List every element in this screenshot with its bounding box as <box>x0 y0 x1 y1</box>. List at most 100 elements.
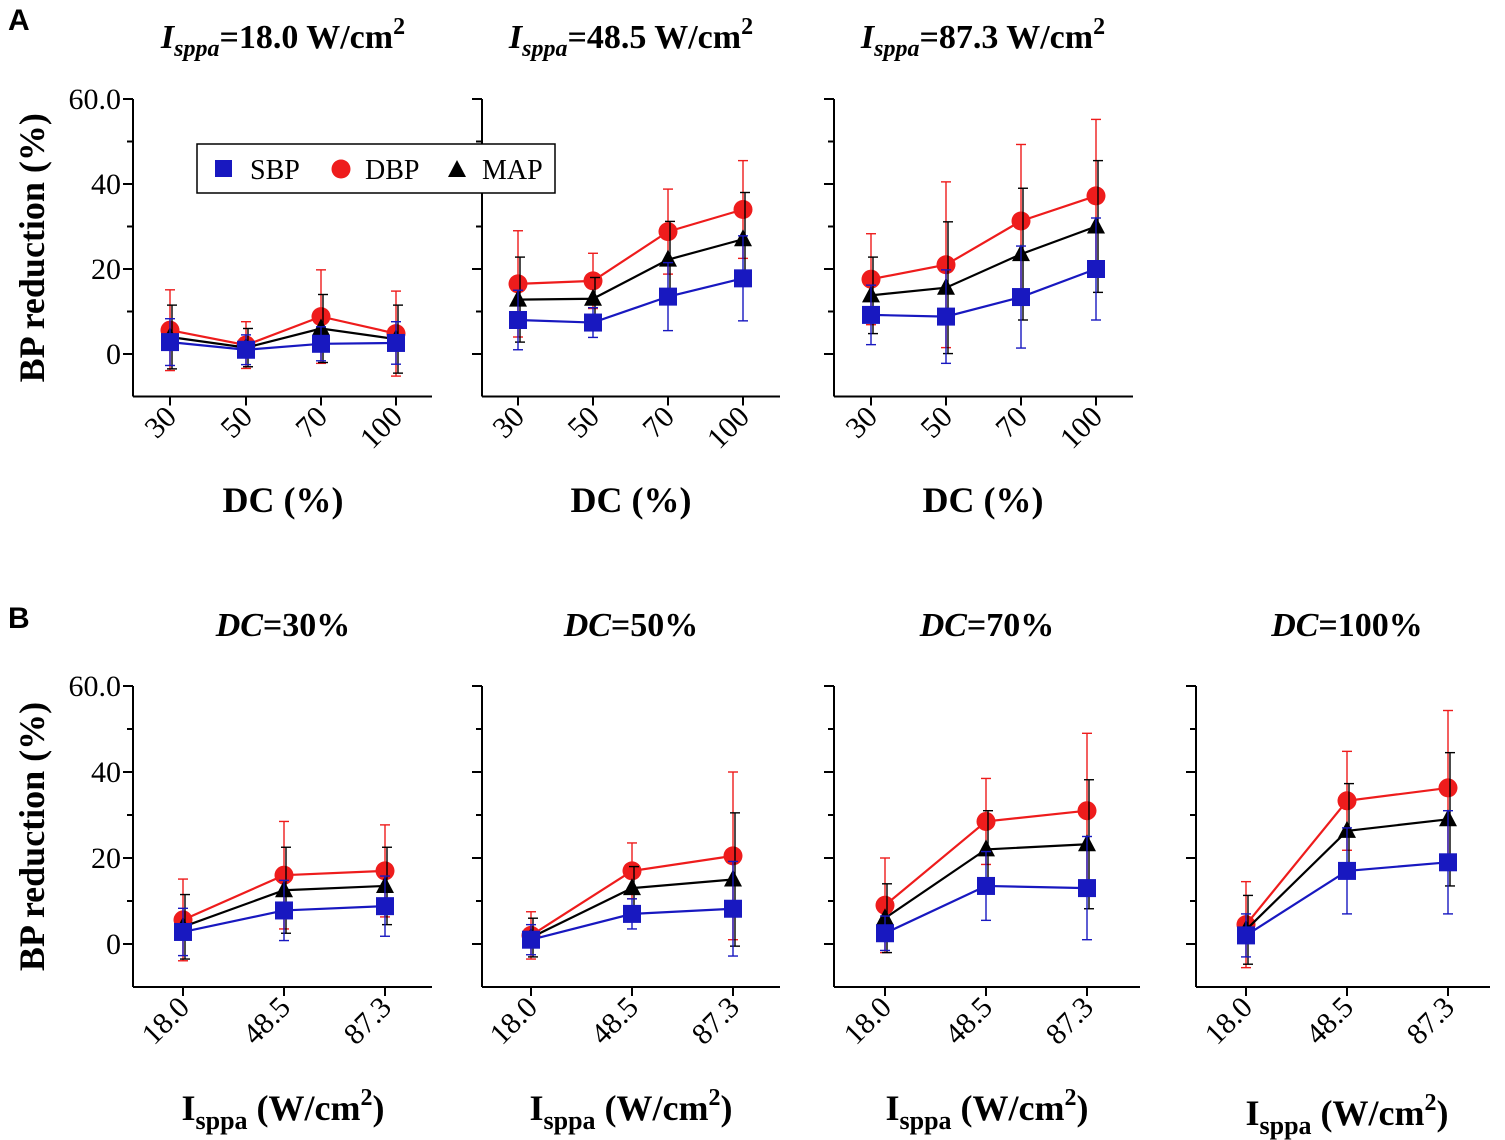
series-sbp <box>522 860 742 957</box>
x-tick-label: 30 <box>486 400 531 445</box>
data-point-sbp <box>174 922 192 941</box>
y-tick-label: 40 <box>91 756 121 789</box>
y-tick-label: 0 <box>106 928 121 961</box>
data-point-sbp <box>1237 926 1255 945</box>
x-tick-label: 48.5 <box>236 991 296 1051</box>
data-point-sbp <box>312 334 330 353</box>
series-sbp <box>1237 810 1457 958</box>
x-tick-label: 100 <box>701 400 756 455</box>
data-point-dbp <box>861 269 881 289</box>
x-axis-label: Isppa (W/cm2) <box>1245 1090 1448 1140</box>
data-point-sbp <box>387 333 405 352</box>
chart-panel-6: DC=70% 18.0 48.5 87.3 Isppa (W/cm2) <box>824 607 1140 1135</box>
chart-title-var: I <box>508 19 524 56</box>
chart-title-rest: =100% <box>1318 607 1422 644</box>
x-tick-label: 30 <box>839 400 884 445</box>
data-point-dbp <box>1077 801 1097 821</box>
x-axis-label-sup: 2 <box>709 1085 721 1111</box>
x-axis-label-rest: (W/cm <box>952 1088 1065 1128</box>
series-line-map <box>870 225 1097 297</box>
x-axis-label-main: I <box>529 1088 543 1128</box>
legend-dbp-marker <box>331 159 351 179</box>
chart-title-sup: 2 <box>741 14 753 40</box>
x-axis-label-sub: sppa <box>900 1106 952 1135</box>
data-point-dbp <box>1086 186 1106 206</box>
y-tick-label: 40 <box>91 168 121 201</box>
chart-title: Isppa=18.0 W/cm2 <box>160 14 405 62</box>
x-tick-label: 48.5 <box>938 991 998 1051</box>
series-dbp <box>160 269 406 377</box>
chart-title-sub: sppa <box>173 36 219 62</box>
x-tick-label: 50 <box>561 400 606 445</box>
x-axis-label-sup: 2 <box>1425 1090 1437 1116</box>
x-axis-label-main: I <box>1245 1093 1259 1133</box>
x-axis-label-rest: (W/cm <box>596 1088 709 1128</box>
x-tick-label: 18.0 <box>135 991 195 1051</box>
data-point-sbp <box>1012 288 1030 307</box>
legend: SBP DBP MAP <box>196 143 556 194</box>
y-tick-label: 20 <box>91 842 121 875</box>
legend-sbp-marker <box>215 160 232 177</box>
chart-title-sub: sppa <box>873 36 919 62</box>
data-point-sbp <box>237 340 255 359</box>
x-tick-label: 70 <box>636 400 681 445</box>
x-axis-label: DC (%) <box>923 480 1044 520</box>
data-point-sbp <box>862 305 880 324</box>
x-axis-label-end: ) <box>1077 1088 1089 1128</box>
legend-map-label: MAP <box>482 155 543 186</box>
x-tick-label: 100 <box>1054 400 1109 455</box>
series-line-dbp <box>870 194 1097 281</box>
y-tick-label: 60.0 <box>69 670 122 703</box>
data-point-sbp <box>584 313 602 332</box>
series-map <box>161 293 405 374</box>
data-point-sbp <box>1087 260 1105 278</box>
data-point-dbp <box>508 274 528 294</box>
series-line-sbp <box>870 267 1097 318</box>
series-sbp <box>161 318 405 367</box>
chart-title-rest: =18.0 W/cm <box>219 19 393 56</box>
data-point-sbp <box>522 930 540 949</box>
series-line-sbp <box>169 341 397 351</box>
data-point-map <box>584 288 602 306</box>
chart-title-var: DC <box>1270 607 1319 644</box>
chart-title-var: I <box>860 19 876 56</box>
data-point-dbp <box>723 846 743 866</box>
data-point-dbp <box>1011 211 1031 231</box>
x-axis-label: Isppa (W/cm2) <box>885 1085 1088 1135</box>
x-axis-label: DC (%) <box>223 480 344 520</box>
series-dbp <box>861 118 1106 349</box>
legend-map-marker <box>448 160 466 177</box>
data-point-map <box>623 878 641 896</box>
x-axis-label-main: I <box>181 1088 195 1128</box>
x-axis-label-sup: 2 <box>1065 1085 1077 1111</box>
x-tick-label: 48.5 <box>1299 991 1359 1051</box>
data-point-dbp <box>875 895 895 915</box>
legend-dbp-label: DBP <box>365 155 419 186</box>
chart-panel-4: DC=30% 0 20 40 60.0 BP reduction (%) 18.0 48.5 8… <box>12 607 432 1135</box>
data-point-sbp <box>275 901 293 920</box>
series-line-sbp <box>517 277 744 324</box>
x-tick-label: 18.0 <box>1198 991 1258 1051</box>
x-axis-label: DC (%) <box>571 480 692 520</box>
chart-title-rest: =30% <box>263 607 350 644</box>
x-tick-label: 100 <box>354 400 409 455</box>
y-tick-label: 0 <box>106 338 121 371</box>
chart-title-var: DC <box>563 607 612 644</box>
chart-title: Isppa=48.5 W/cm2 <box>508 14 753 62</box>
chart-title-rest: =87.3 W/cm <box>919 19 1093 56</box>
data-point-dbp <box>622 861 642 881</box>
data-point-sbp <box>937 307 955 326</box>
x-axis-label-sup: 2 <box>361 1085 373 1111</box>
x-tick-label: 87.3 <box>337 991 397 1051</box>
data-point-sbp <box>376 897 394 916</box>
x-axis-label: Isppa (W/cm2) <box>529 1085 732 1135</box>
x-axis-label-sub: sppa <box>196 1106 248 1135</box>
x-axis-label-end: ) <box>373 1088 385 1128</box>
series-line-map <box>517 238 744 301</box>
series-line-dbp <box>517 208 744 285</box>
chart-title-rest: =48.5 W/cm <box>567 19 741 56</box>
